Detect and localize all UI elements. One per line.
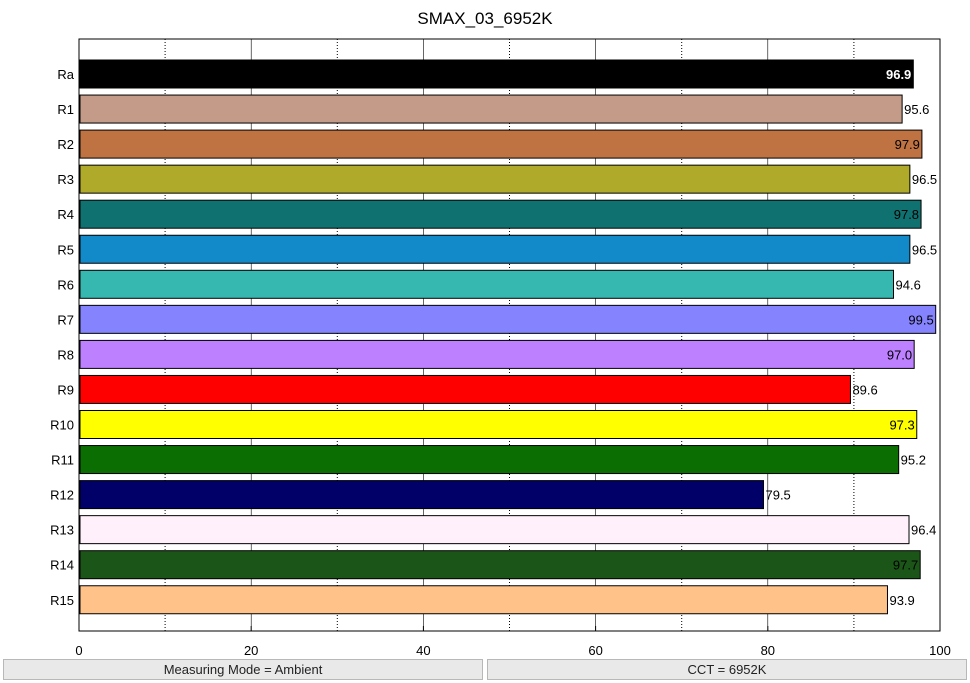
bar-value-label: 97.7 <box>893 558 918 573</box>
x-tick-label: 100 <box>929 643 951 658</box>
category-label: Ra <box>57 67 74 82</box>
bar-r13 <box>79 515 910 545</box>
bar-value-label: 96.5 <box>912 242 937 257</box>
x-tick-label: 20 <box>244 643 258 658</box>
x-tick-label: 80 <box>761 643 775 658</box>
category-label: R14 <box>50 558 74 573</box>
x-tick-label: 0 <box>75 643 82 658</box>
bar-value-label: 96.4 <box>911 523 936 538</box>
bar-chart: SMAX_03_6952K 96.9 95.6 97.9 96.5 97.8 96.5 94… <box>50 9 951 658</box>
category-label: R13 <box>50 523 74 538</box>
bar-value-label: 99.5 <box>908 312 933 327</box>
category-label: R15 <box>50 593 74 608</box>
category-label: R11 <box>51 453 74 468</box>
category-label: R1 <box>57 102 74 117</box>
category-label: R6 <box>57 277 74 292</box>
bar-value-label: 95.6 <box>904 102 929 117</box>
bar-value-label: 95.2 <box>901 453 926 468</box>
bar-value-label: 89.6 <box>852 382 877 397</box>
bar-r12 <box>79 480 764 510</box>
bar-r5 <box>79 234 911 264</box>
bar-r9 <box>79 374 851 404</box>
bar-value-label: 97.9 <box>895 137 920 152</box>
bar-value-label: 97.3 <box>889 418 914 433</box>
bar-r3 <box>79 164 911 194</box>
category-label: R8 <box>57 347 74 362</box>
bar-value-label: 93.9 <box>889 593 914 608</box>
measuring-mode-status: Measuring Mode = Ambient <box>3 659 483 680</box>
category-label: R9 <box>57 382 74 397</box>
category-label: R4 <box>57 207 74 222</box>
bar-value-label: 79.5 <box>765 488 790 503</box>
status-bar: Measuring Mode = Ambient CCT = 6952K <box>0 658 970 683</box>
x-tick-label: 40 <box>416 643 430 658</box>
category-label: R10 <box>50 418 74 433</box>
plot-area-frame <box>78 38 941 632</box>
bar-r4 <box>79 199 922 229</box>
bar-value-label: 94.6 <box>896 277 921 292</box>
category-label: R3 <box>57 172 74 187</box>
chart-title: SMAX_03_6952K <box>417 9 553 28</box>
bar-r11 <box>79 445 900 475</box>
x-tick-label: 60 <box>588 643 602 658</box>
bars: 96.9 95.6 97.9 96.5 97.8 96.5 94.6 99.5 97.0 89.6… <box>79 59 937 615</box>
bar-r10 <box>79 410 918 439</box>
bar-r7 <box>79 304 937 334</box>
bar-r6 <box>79 269 895 299</box>
category-label: R5 <box>57 242 74 257</box>
bar-value-label: 97.0 <box>887 347 912 362</box>
bar-value-label: 97.8 <box>894 207 919 222</box>
bar-ra <box>79 59 914 89</box>
bar-value-label: 96.9 <box>886 67 911 82</box>
bar-r8 <box>79 339 915 369</box>
cct-status: CCT = 6952K <box>487 659 967 680</box>
bar-r1 <box>79 94 903 124</box>
bar-r2 <box>79 129 923 159</box>
bar-value-label: 96.5 <box>912 172 937 187</box>
bar-r14 <box>79 550 921 580</box>
category-label: R7 <box>57 312 74 327</box>
category-label: R2 <box>57 137 74 152</box>
bar-r15 <box>79 585 888 615</box>
category-label: R12 <box>50 488 74 503</box>
axes: 0 20 40 60 80 100 Ra R1 R2 R3 R4 R5 R6 R7 R8 R9 R10 R11 R1… <box>50 67 951 658</box>
